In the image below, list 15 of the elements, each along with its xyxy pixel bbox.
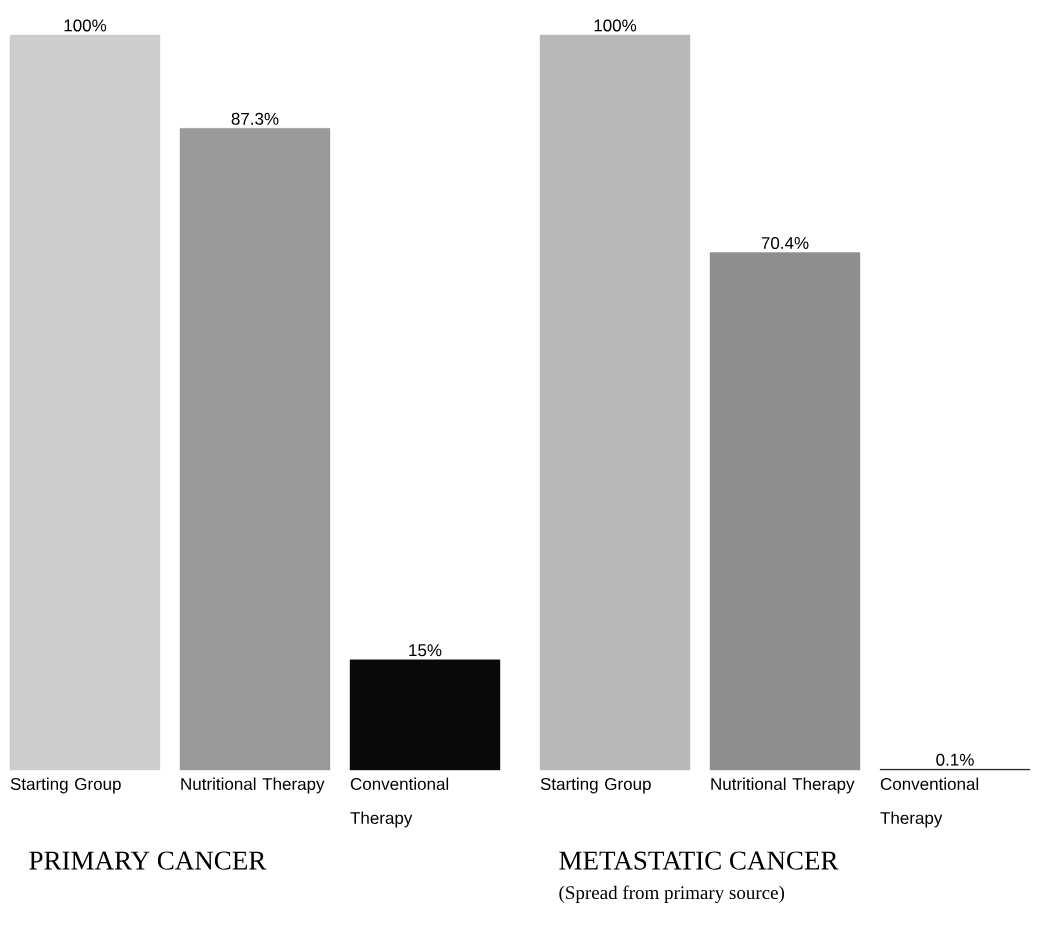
text: (Spread from primary source): [559, 885, 785, 904]
x-tick-label: Starting Group: [10, 777, 121, 794]
data-label: 87.3%: [231, 112, 279, 125]
text: PRIMARY CANCER: [29, 851, 267, 870]
x-tick-label: Nutritional Therapy: [711, 777, 855, 794]
data-label: 15%: [409, 644, 442, 657]
category-label: Conventional Therapy: [880, 777, 979, 828]
data-label: 0.1%: [936, 753, 974, 766]
x-tick-label: Nutritional Therapy: [181, 777, 325, 794]
x-tick-label: Starting Group: [540, 777, 651, 794]
text: METASTATIC CANCER: [559, 851, 839, 870]
category-label: Conventional Therapy: [350, 777, 449, 828]
data-label: 100%: [64, 19, 107, 32]
data-label: 100%: [594, 19, 637, 32]
data-label: 70.4%: [761, 236, 809, 250]
